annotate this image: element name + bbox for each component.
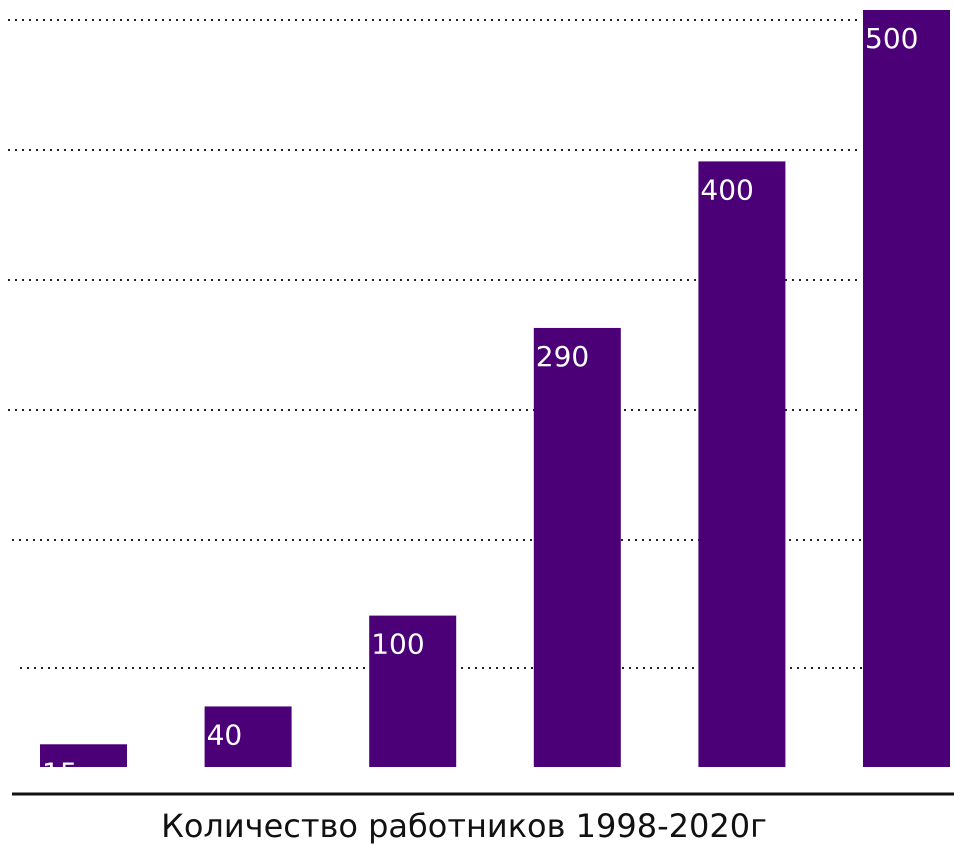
value-label: 400 bbox=[700, 173, 753, 206]
chart-title: Количество работников 1998-2020г bbox=[161, 807, 767, 845]
bar bbox=[698, 161, 786, 767]
bar bbox=[863, 10, 950, 767]
bar bbox=[204, 706, 292, 767]
value-label: 15 bbox=[42, 756, 78, 789]
bar bbox=[40, 744, 127, 767]
value-label: 40 bbox=[207, 718, 243, 751]
bar bbox=[533, 327, 621, 767]
value-label: 100 bbox=[371, 628, 424, 661]
value-label: 290 bbox=[536, 340, 589, 373]
bar bbox=[369, 615, 457, 767]
value-label: 500 bbox=[865, 22, 918, 55]
